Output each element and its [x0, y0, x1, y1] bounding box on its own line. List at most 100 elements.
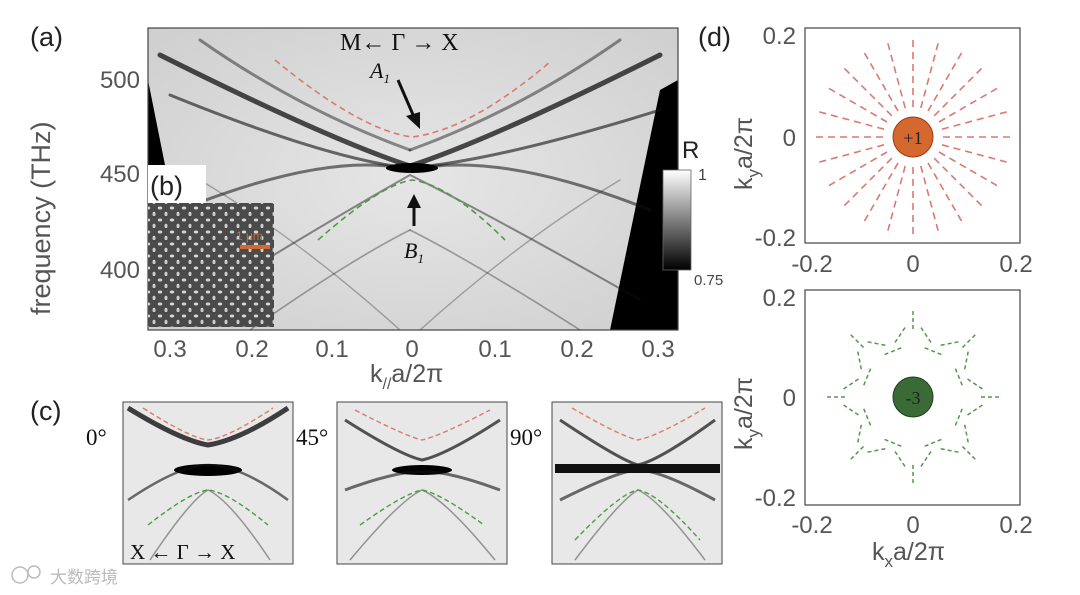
d-bot-xtick-2: 0	[906, 512, 919, 539]
panel-c: (c) 0° X ← Γ → X 45° 90°	[30, 396, 723, 565]
minus-field-line-1	[967, 403, 985, 416]
panel-b: (b) 1 μm	[148, 165, 274, 327]
x-tick-7: 0.3	[641, 336, 674, 363]
minus-field-line-15	[841, 403, 859, 416]
d-top-xtick-1: -0.2	[791, 251, 832, 278]
x-tick-5: 0.1	[478, 336, 511, 363]
colorbar	[662, 169, 692, 271]
panel-a-corner-left	[148, 80, 168, 190]
d-bot-xtick-1: -0.2	[791, 512, 832, 539]
panel-a-label: (a)	[30, 22, 63, 52]
panel-d: (d) +1 0.2 0 -0.2 -0.2 0 0.2 kya/2π -3 0…	[698, 22, 1033, 571]
scale-bar-text: 1 μm	[236, 229, 263, 243]
polarization-field-plus	[811, 35, 1015, 239]
panel-d-top: +1 0.2 0 -0.2 -0.2 0 0.2 kya/2π	[730, 23, 1033, 278]
minus-field-line-31	[967, 378, 985, 391]
watermark: 大数跨境	[11, 565, 118, 588]
minus-field-line-3	[963, 422, 969, 443]
panel-a-corner-right	[610, 80, 678, 330]
minus-field-line-19	[857, 351, 863, 372]
minus-field-line-28	[960, 334, 976, 350]
minus-field-line-9	[894, 451, 907, 469]
minus-field-line-5	[938, 447, 959, 453]
d-top-ytick-1: 0.2	[763, 23, 796, 50]
panel-a-bic-dark-spot	[386, 163, 438, 173]
y-tick-500: 500	[100, 67, 140, 94]
minus-field-line-12	[850, 444, 866, 460]
x-tick-1: 0.3	[153, 336, 186, 363]
panel-a-lower-band-fit	[317, 179, 506, 241]
panel-a-xticks: 0.3 0.2 0.1 0 0.1 0.2 0.3	[153, 336, 674, 363]
d-top-ytick-3: -0.2	[755, 225, 796, 252]
d-bot-xtick-3: 0.2	[999, 512, 1032, 539]
minus-field-line-14	[862, 406, 872, 426]
panel-d-label: (d)	[698, 22, 731, 52]
minus-field-line-20	[850, 334, 866, 350]
mode-a-arrow	[396, 79, 420, 129]
panel-a-upper-band-fit	[274, 59, 551, 138]
angle-45-label: 45°	[296, 425, 328, 450]
panel-a-ylabel: frequency (THz)	[26, 121, 56, 315]
minus-field-line-21	[867, 341, 888, 347]
colorbar-label: R	[682, 137, 699, 164]
watermark-text: 大数跨境	[50, 568, 118, 588]
d-bot-ytick-3: -0.2	[755, 485, 796, 512]
panel-a-direction: M← Γ → X	[340, 30, 459, 56]
x-tick-6: 0.2	[560, 336, 593, 363]
polarization-field-minus	[825, 309, 1001, 485]
panel-a: (a) M← Γ → X A1 B1 500 450 400 frequency…	[26, 22, 723, 393]
minus-field-line-23	[894, 325, 907, 343]
charge-plus-label: +1	[903, 128, 922, 148]
panel-c-45deg	[336, 401, 508, 565]
minus-field-line-10	[884, 438, 904, 448]
panel-b-label-bg	[148, 165, 206, 203]
colorbar-min: 0.75	[694, 272, 723, 289]
panel-c-direction: X ← Γ → X	[130, 540, 235, 564]
minus-field-line-29	[963, 351, 969, 372]
minus-field-line-26	[922, 346, 942, 356]
minus-field-line-17	[841, 378, 859, 391]
minus-field-line-22	[884, 346, 904, 356]
d-top-ylabel: kya/2π	[730, 117, 763, 190]
minus-field-line-4	[960, 444, 976, 460]
minus-field-line-25	[919, 325, 932, 343]
panel-c-label: (c)	[30, 396, 61, 426]
d-bot-ylabel: kya/2π	[730, 377, 763, 450]
minus-field-line-6	[922, 438, 942, 448]
panel-c-0deg	[122, 401, 294, 565]
minus-field-line-27	[938, 341, 959, 347]
x-tick-4: 0	[405, 336, 418, 363]
colorbar-max: 1	[698, 167, 707, 184]
angle-0-label: 0°	[86, 425, 107, 450]
minus-field-line-2	[954, 406, 964, 426]
d-top-ytick-2: 0	[783, 125, 796, 152]
d-bot-xlabel: kxa/2π	[872, 538, 945, 571]
charge-minus-circle	[892, 376, 934, 418]
scale-bar	[240, 245, 270, 249]
y-tick-450: 450	[100, 161, 140, 188]
x-tick-2: 0.2	[235, 336, 268, 363]
charge-plus-circle	[892, 116, 934, 158]
minus-field-line-13	[857, 422, 863, 443]
panel-a-xlabel: k//a/2π	[370, 360, 443, 393]
panel-d-bottom: -3 0.2 0 -0.2 -0.2 0 0.2 kya/2π kxa/2π	[730, 285, 1033, 571]
minus-field-line-30	[954, 368, 964, 388]
mode-b-label: B1	[404, 238, 424, 266]
angle-90-label: 90°	[510, 425, 542, 450]
d-top-xtick-3: 0.2	[999, 251, 1032, 278]
d-bot-ytick-2: 0	[783, 385, 796, 412]
minus-field-line-18	[862, 368, 872, 388]
mode-b-arrow	[407, 194, 421, 226]
panel-c-90deg	[551, 401, 723, 565]
minus-field-line-7	[919, 451, 932, 469]
charge-minus-label: -3	[906, 388, 921, 408]
mode-a-label: A1	[368, 58, 390, 86]
panel-b-label: (b)	[150, 171, 183, 201]
x-tick-3: 0.1	[315, 336, 348, 363]
sem-image	[148, 203, 274, 327]
d-top-xtick-2: 0	[906, 251, 919, 278]
minus-field-line-11	[867, 447, 888, 453]
y-tick-400: 400	[100, 257, 140, 284]
d-bot-ytick-1: 0.2	[763, 285, 796, 312]
